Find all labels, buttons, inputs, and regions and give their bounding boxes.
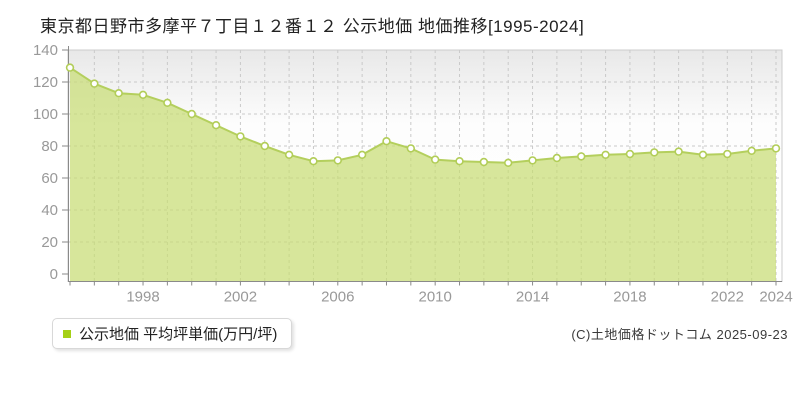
x-tick-label: 2018: [613, 289, 646, 306]
data-point-2010[interactable]: [430, 155, 440, 164]
data-point-1999[interactable]: [163, 98, 172, 108]
legend: 公示地価 平均坪単価(万円/坪): [52, 318, 293, 349]
data-point-2018[interactable]: [625, 149, 635, 159]
data-point-1995[interactable]: [65, 63, 75, 72]
data-point-2012[interactable]: [479, 157, 489, 167]
data-point-2017[interactable]: [601, 150, 610, 160]
data-point-2009[interactable]: [406, 144, 416, 153]
x-tick-label: 2022: [711, 289, 744, 306]
data-point-2007[interactable]: [357, 150, 367, 160]
page-title: 東京都日野市多摩平７丁目１２番１２ 公示地価 地価推移[1995-2024]: [40, 17, 585, 36]
data-point-2008[interactable]: [382, 137, 391, 146]
data-point-2014[interactable]: [528, 156, 537, 165]
data-point-2020[interactable]: [674, 147, 683, 156]
axes: [62, 46, 782, 286]
y-tick-label: 60: [41, 170, 58, 187]
x-tick-label: 2010: [418, 289, 451, 306]
data-point-1996[interactable]: [90, 79, 99, 88]
data-point-2006[interactable]: [333, 156, 342, 165]
x-tick-label: 2006: [321, 289, 354, 306]
data-point-2011[interactable]: [455, 157, 464, 166]
legend-swatch-icon: [63, 329, 71, 338]
data-point-2022[interactable]: [723, 149, 732, 159]
y-tick-label: 140: [33, 42, 58, 59]
data-point-2001[interactable]: [211, 120, 221, 130]
data-point-2004[interactable]: [284, 150, 294, 160]
y-tick-label: 0: [50, 266, 58, 283]
legend-label: 公示地価 平均坪単価(万円/坪): [79, 326, 278, 343]
data-point-2016[interactable]: [577, 152, 586, 161]
data-point-2002[interactable]: [236, 132, 245, 141]
data-point-2019[interactable]: [650, 148, 659, 157]
data-point-2024[interactable]: [771, 144, 781, 153]
x-tick-label: 1998: [126, 289, 159, 306]
data-point-2015[interactable]: [552, 153, 562, 163]
area-fill: [70, 67, 776, 282]
data-point-2003[interactable]: [260, 141, 269, 151]
x-tick-label: 2002: [224, 289, 257, 306]
x-tick-label: 2024: [759, 289, 792, 306]
y-tick-label: 20: [41, 234, 58, 251]
data-points: [65, 63, 781, 168]
y-tick-labels: 0 20 40 60 80 100 120 140: [33, 42, 58, 283]
data-point-2013[interactable]: [504, 158, 513, 168]
y-tick-label: 120: [33, 74, 58, 91]
y-tick-label: 100: [33, 106, 58, 123]
y-tick-label: 40: [41, 202, 58, 219]
data-point-2021[interactable]: [698, 150, 708, 160]
data-point-1997[interactable]: [114, 88, 123, 98]
data-point-1998[interactable]: [138, 90, 148, 100]
data-point-2023[interactable]: [747, 146, 756, 156]
copyright-text: (C)土地価格ドットコム 2025-09-23: [571, 327, 788, 342]
data-point-2000[interactable]: [187, 109, 196, 119]
x-tick-labels: 1998 2002 2006 2010 2014 2018 2022 2024: [126, 289, 792, 306]
data-point-2005[interactable]: [309, 157, 318, 166]
y-tick-label: 80: [41, 138, 58, 155]
x-tick-label: 2014: [516, 289, 549, 306]
